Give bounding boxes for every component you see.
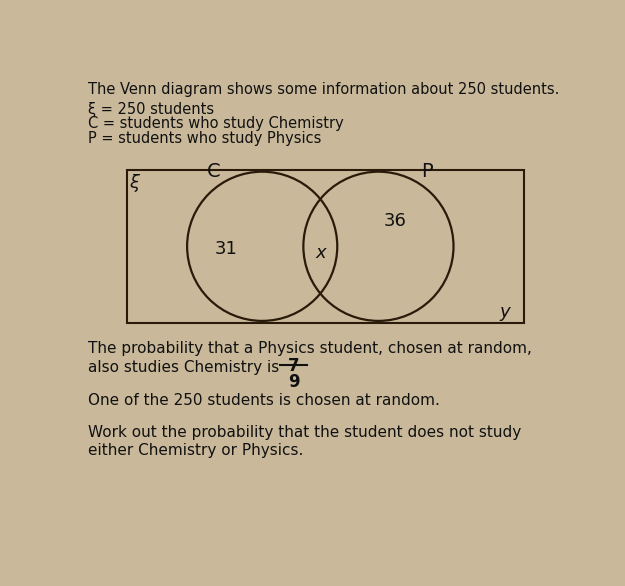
Text: 9: 9 bbox=[288, 373, 299, 391]
Text: also studies Chemistry is: also studies Chemistry is bbox=[88, 360, 279, 375]
Bar bbox=[126, 169, 524, 323]
Text: C = students who study Chemistry: C = students who study Chemistry bbox=[88, 117, 344, 131]
Text: x: x bbox=[315, 244, 326, 262]
Text: P: P bbox=[421, 162, 432, 181]
Text: y: y bbox=[499, 303, 510, 321]
Text: One of the 250 students is chosen at random.: One of the 250 students is chosen at ran… bbox=[88, 393, 440, 408]
Text: 7: 7 bbox=[288, 357, 299, 375]
Text: $\xi$: $\xi$ bbox=[129, 172, 141, 194]
Text: Work out the probability that the student does not study: Work out the probability that the studen… bbox=[88, 424, 521, 440]
Text: either Chemistry or Physics.: either Chemistry or Physics. bbox=[88, 442, 303, 458]
Text: ξ = 250 students: ξ = 250 students bbox=[88, 102, 214, 117]
Text: 36: 36 bbox=[384, 213, 407, 230]
Text: The probability that a Physics student, chosen at random,: The probability that a Physics student, … bbox=[88, 341, 532, 356]
Text: C: C bbox=[207, 162, 221, 181]
Text: The Venn diagram shows some information about 250 students.: The Venn diagram shows some information … bbox=[88, 81, 559, 97]
Text: P = students who study Physics: P = students who study Physics bbox=[88, 131, 321, 146]
Text: 31: 31 bbox=[214, 240, 238, 258]
